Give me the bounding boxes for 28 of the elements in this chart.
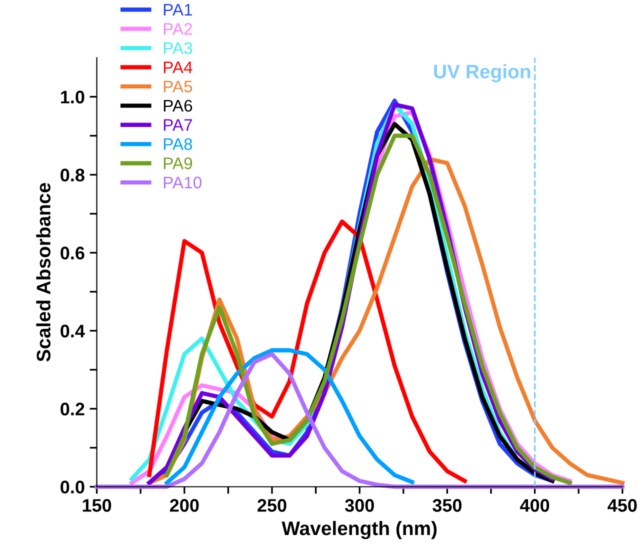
line-series	[164, 348, 414, 485]
y-axis-title: Scaled Absorbance	[36, 183, 50, 362]
x-tick-label: 200	[170, 499, 199, 512]
x-tick-label: 250	[258, 499, 286, 512]
x-tick-label: 400	[520, 499, 550, 512]
legend-label: PA6	[164, 100, 192, 112]
line-series	[147, 219, 467, 483]
legend-label: PA4	[164, 62, 192, 74]
y-tick-label: 0.4	[60, 324, 85, 338]
legend-label: PA3	[164, 42, 192, 54]
x-tick-label: 350	[432, 499, 462, 512]
x-axis-title: Wavelength (nm)	[282, 520, 437, 540]
x-tick-label: 300	[344, 499, 374, 512]
legend-label: PA7	[164, 119, 192, 131]
y-tick-label: 0.6	[60, 246, 84, 260]
y-tick-label: 1.0	[61, 90, 84, 104]
legend-label: PA1	[164, 4, 192, 16]
legend-label: PA2	[164, 23, 192, 35]
legend-label: PA10	[164, 176, 202, 188]
legend-label: PA5	[164, 80, 192, 92]
x-tick-label: 150	[82, 499, 112, 512]
legend-label: PA9	[164, 157, 192, 170]
y-tick-label: 0.2	[60, 402, 84, 416]
y-tick-label: 0.0	[60, 480, 84, 494]
ref-line-label: UV Region	[434, 64, 530, 82]
y-tick-label: 0.8	[60, 168, 84, 182]
x-tick-label: 450	[608, 499, 637, 512]
legend-label: PA8	[164, 138, 192, 150]
